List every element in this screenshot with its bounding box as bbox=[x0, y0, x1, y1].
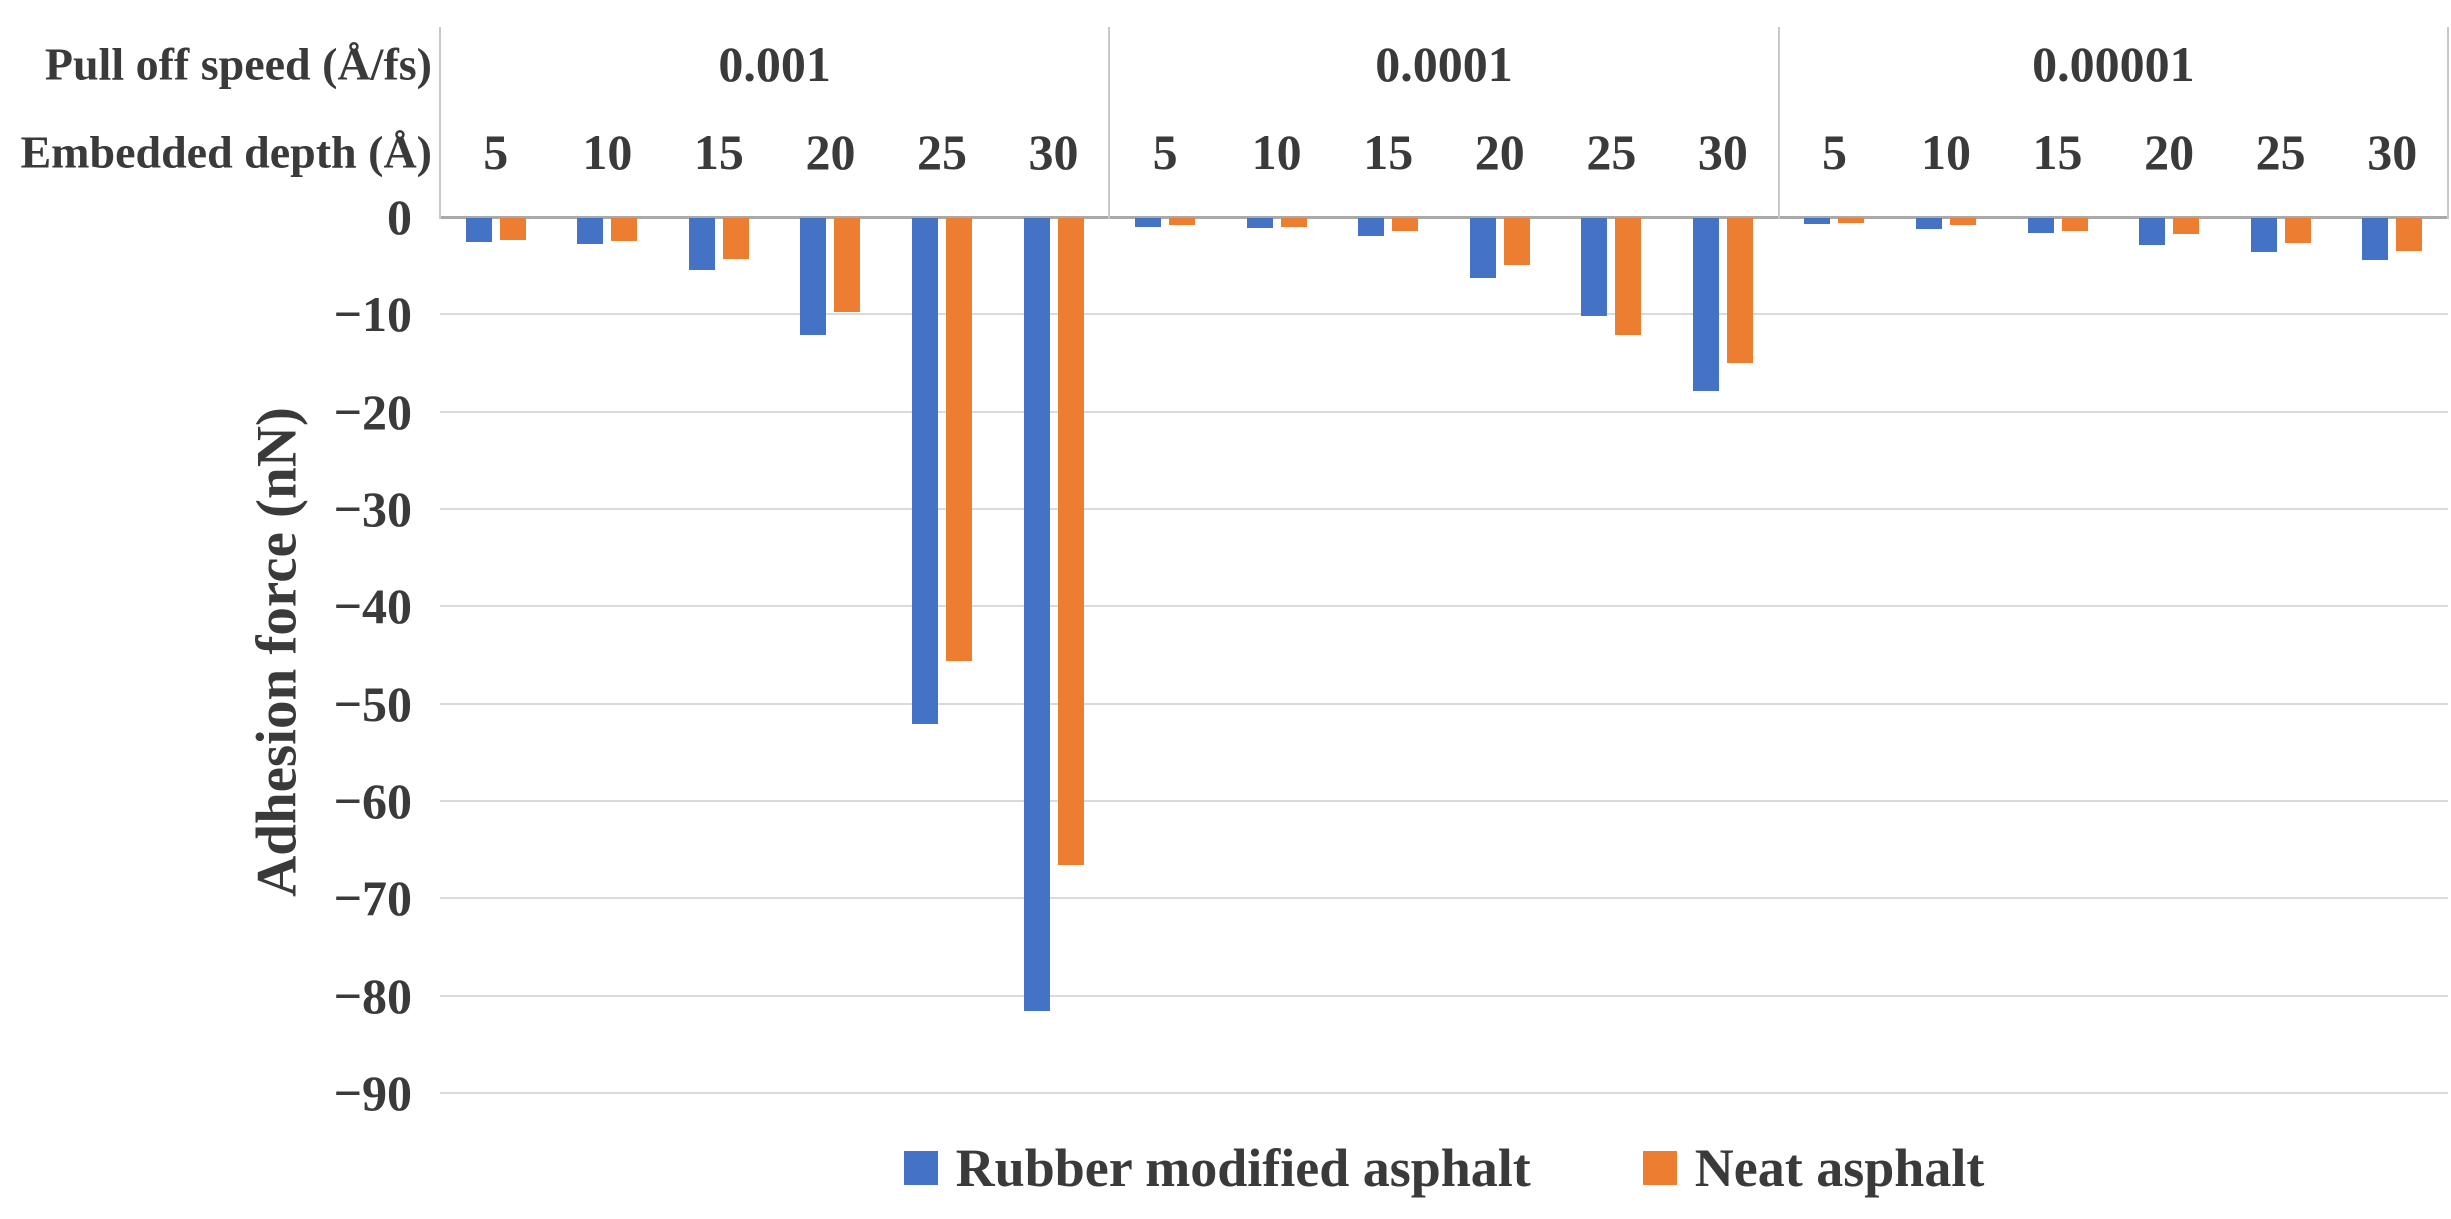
bar-rubber-modified-asphalt-speed-0-0001-depth-25 bbox=[1581, 218, 1608, 317]
depth-label-0-0001-20: 20 bbox=[1474, 124, 1525, 180]
depth-label-0-0001-30: 30 bbox=[1697, 124, 1748, 180]
y-tick-minus-20: −20 bbox=[333, 383, 413, 440]
bar-neat-asphalt-speed-0-00001-depth-25 bbox=[2284, 218, 2311, 244]
depth-label-0-00001-15: 15 bbox=[2032, 124, 2083, 180]
depth-label-0-0001-15: 15 bbox=[1363, 124, 1414, 180]
depth-label-0-001-25: 25 bbox=[917, 124, 967, 180]
bar-neat-asphalt-speed-0-00001-depth-30 bbox=[2396, 218, 2423, 252]
y-tick-minus-90: −90 bbox=[333, 1064, 413, 1121]
depth-label-0-0001-10: 10 bbox=[1251, 124, 1302, 180]
gridline-minus-20 bbox=[440, 410, 2448, 413]
y-tick-minus-30: −30 bbox=[333, 480, 413, 537]
group-separator bbox=[439, 27, 441, 219]
bar-rubber-modified-asphalt-speed-0-00001-depth-5 bbox=[1804, 218, 1831, 224]
speed-label-0-0001: 0.0001 bbox=[1375, 36, 1513, 92]
bar-neat-asphalt-speed-0-00001-depth-20 bbox=[2173, 218, 2200, 234]
depth-label-0-0001-5: 5 bbox=[1152, 124, 1178, 180]
bar-neat-asphalt-speed-0-0001-depth-15 bbox=[1392, 218, 1419, 231]
depth-label-0-00001-10: 10 bbox=[1921, 124, 1971, 180]
y-tick-minus-50: −50 bbox=[333, 675, 413, 732]
bar-neat-asphalt-speed-0-001-depth-15 bbox=[722, 218, 749, 259]
gridline-minus-70 bbox=[440, 897, 2448, 900]
bar-rubber-modified-asphalt-speed-0-001-depth-15 bbox=[688, 218, 715, 270]
gridline-minus-40 bbox=[440, 605, 2448, 608]
bar-rubber-modified-asphalt-speed-0-00001-depth-30 bbox=[2362, 218, 2389, 260]
depth-label-0-001-30: 30 bbox=[1028, 124, 1079, 180]
bar-rubber-modified-asphalt-speed-0-001-depth-20 bbox=[800, 218, 827, 335]
depth-label-0-0001-25: 25 bbox=[1586, 124, 1637, 180]
y-tick-minus-60: −60 bbox=[333, 772, 413, 829]
depth-label-0-00001-25: 25 bbox=[2255, 124, 2306, 180]
axis-zero-line bbox=[440, 216, 2448, 219]
bar-rubber-modified-asphalt-speed-0-00001-depth-15 bbox=[2027, 218, 2054, 233]
bar-rubber-modified-asphalt-speed-0-001-depth-30 bbox=[1023, 218, 1050, 1012]
bar-rubber-modified-asphalt-speed-0-001-depth-5 bbox=[465, 218, 492, 243]
bar-rubber-modified-asphalt-speed-0-0001-depth-10 bbox=[1246, 218, 1273, 228]
group-separator bbox=[2447, 27, 2449, 219]
gridline-minus-60 bbox=[440, 799, 2448, 802]
bar-neat-asphalt-speed-0-001-depth-30 bbox=[1057, 218, 1084, 866]
bar-neat-asphalt-speed-0-0001-depth-25 bbox=[1615, 218, 1642, 335]
bar-neat-asphalt-speed-0-0001-depth-20 bbox=[1503, 218, 1530, 265]
row-header-pull-off-speed: Pull off speed (Å/fs) bbox=[44, 38, 432, 90]
depth-label-0-00001-5: 5 bbox=[1821, 124, 1847, 180]
depth-label-0-001-5: 5 bbox=[483, 124, 509, 180]
bar-neat-asphalt-speed-0-00001-depth-10 bbox=[1950, 218, 1976, 225]
gridline-minus-30 bbox=[440, 507, 2448, 510]
gridline-minus-80 bbox=[440, 994, 2448, 997]
group-separator bbox=[1777, 27, 1780, 219]
bar-rubber-modified-asphalt-speed-0-00001-depth-10 bbox=[1916, 218, 1942, 229]
bar-rubber-modified-asphalt-speed-0-001-depth-25 bbox=[912, 218, 938, 725]
depth-label-0-00001-20: 20 bbox=[2144, 124, 2195, 180]
bar-neat-asphalt-speed-0-001-depth-25 bbox=[946, 218, 972, 661]
bar-neat-asphalt-speed-0-001-depth-20 bbox=[834, 218, 861, 313]
bar-rubber-modified-asphalt-speed-0-00001-depth-25 bbox=[2250, 218, 2277, 253]
depth-label-0-001-10: 10 bbox=[582, 124, 633, 180]
y-tick-minus-70: −70 bbox=[333, 870, 413, 927]
y-tick-0: 0 bbox=[387, 189, 412, 245]
bar-rubber-modified-asphalt-speed-0-0001-depth-15 bbox=[1358, 218, 1385, 236]
gridline-minus-10 bbox=[440, 313, 2448, 316]
bar-neat-asphalt-speed-0-0001-depth-30 bbox=[1726, 218, 1753, 364]
y-tick-minus-40: −40 bbox=[333, 578, 413, 635]
legend-item-rubber-modified-asphalt: Rubber modified asphalt bbox=[903, 1137, 1531, 1199]
legend-label-neat-asphalt: Neat asphalt bbox=[1694, 1138, 1985, 1198]
bar-neat-asphalt-speed-0-0001-depth-5 bbox=[1169, 218, 1196, 225]
bar-rubber-modified-asphalt-speed-0-0001-depth-20 bbox=[1469, 218, 1496, 279]
y-tick-minus-10: −10 bbox=[333, 286, 413, 343]
speed-label-0-00001: 0.00001 bbox=[2032, 36, 2195, 92]
bar-rubber-modified-asphalt-speed-0-0001-depth-5 bbox=[1135, 218, 1162, 227]
bar-neat-asphalt-speed-0-0001-depth-10 bbox=[1280, 218, 1307, 227]
bar-neat-asphalt-speed-0-00001-depth-15 bbox=[2061, 218, 2088, 231]
speed-label-0-001: 0.001 bbox=[718, 36, 831, 92]
bar-rubber-modified-asphalt-speed-0-0001-depth-30 bbox=[1692, 218, 1719, 392]
gridline-minus-50 bbox=[440, 702, 2448, 705]
neat-asphalt-swatch-icon bbox=[1642, 1151, 1677, 1185]
rubber-modified-asphalt-swatch-icon bbox=[903, 1151, 938, 1185]
bar-rubber-modified-asphalt-speed-0-00001-depth-20 bbox=[2139, 218, 2166, 246]
row-header-embedded-depth: Embedded depth (Å) bbox=[20, 126, 432, 178]
depth-label-0-001-15: 15 bbox=[693, 124, 744, 180]
bar-neat-asphalt-speed-0-001-depth-5 bbox=[499, 218, 526, 241]
legend: Rubber modified asphalt Neat asphalt bbox=[440, 1126, 2448, 1210]
group-separator bbox=[1108, 27, 1111, 219]
depth-label-0-001-20: 20 bbox=[805, 124, 856, 180]
y-tick-minus-80: −80 bbox=[333, 967, 413, 1024]
depth-label-0-00001-30: 30 bbox=[2367, 124, 2418, 180]
legend-item-neat-asphalt: Neat asphalt bbox=[1642, 1137, 1985, 1199]
gridline-minus-90 bbox=[440, 1091, 2448, 1094]
legend-label-rubber-modified-asphalt: Rubber modified asphalt bbox=[955, 1138, 1531, 1198]
bar-rubber-modified-asphalt-speed-0-001-depth-10 bbox=[577, 218, 604, 245]
bar-neat-asphalt-speed-0-001-depth-10 bbox=[611, 218, 638, 242]
bar-neat-asphalt-speed-0-00001-depth-5 bbox=[1838, 218, 1865, 223]
